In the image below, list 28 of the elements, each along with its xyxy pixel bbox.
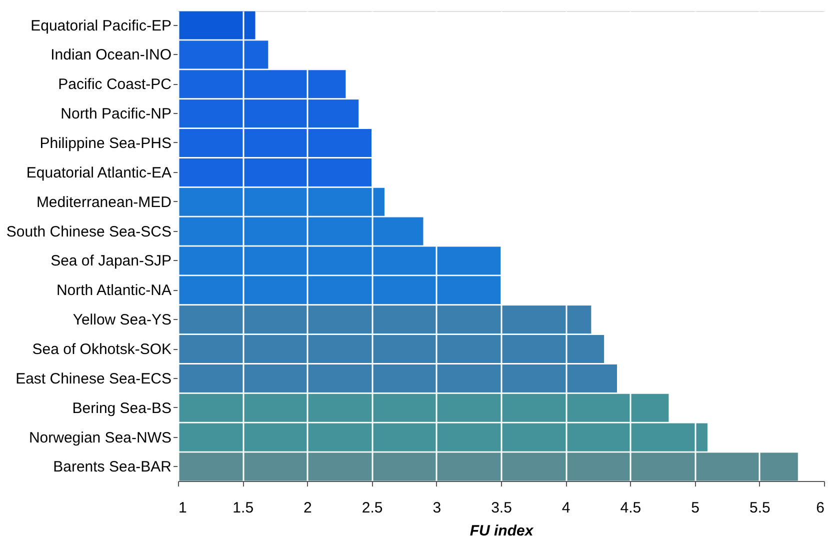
x-tick-label: 5 <box>691 500 700 516</box>
x-tick-label: 6 <box>816 500 824 516</box>
x-tick-label: 1 <box>178 500 187 516</box>
y-tick-label: South Chinese Sea-SCS <box>6 223 172 240</box>
y-tick-label: East Chinese Sea-ECS <box>16 370 172 388</box>
x-tick-label: 2 <box>304 500 312 516</box>
y-tick-label: Barents Sea-BAR <box>53 458 172 476</box>
x-tick-label: 3 <box>432 500 442 516</box>
y-tick-label: North Pacific-NP <box>60 106 172 123</box>
y-tick-label: Equatorial Pacific-EP <box>30 17 172 34</box>
y-tick-label: North Atlantic-NA <box>56 282 172 300</box>
x-tick-label: 5.5 <box>749 500 770 516</box>
x-tick-label: 2.5 <box>362 500 383 516</box>
x-tick-label: 1.5 <box>232 500 254 516</box>
y-tick-label: Norwegian Sea-NWS <box>28 429 172 446</box>
y-tick-label: Mediterranean-MED <box>36 194 172 211</box>
x-tick-label: 4 <box>562 500 570 516</box>
x-tick-label: 3.5 <box>491 500 512 516</box>
y-tick-label: Sea of Japan-SJP <box>50 252 172 270</box>
x-axis-title: FU index <box>470 522 534 540</box>
y-tick-label: Yellow Sea-YS <box>72 312 172 329</box>
x-tick-label: 4.5 <box>620 500 642 516</box>
y-tick-label: Indian Ocean-INO <box>50 46 172 64</box>
y-tick-label: Equatorial Atlantic-EA <box>26 164 172 182</box>
y-tick-label: Bering Sea-BS <box>72 400 172 417</box>
y-tick-label: Pacific Coast-PC <box>58 76 172 94</box>
y-tick-label: Philippine Sea-PHS <box>40 134 172 152</box>
y-tick-label: Sea of Okhotsk-SOK <box>32 341 172 358</box>
